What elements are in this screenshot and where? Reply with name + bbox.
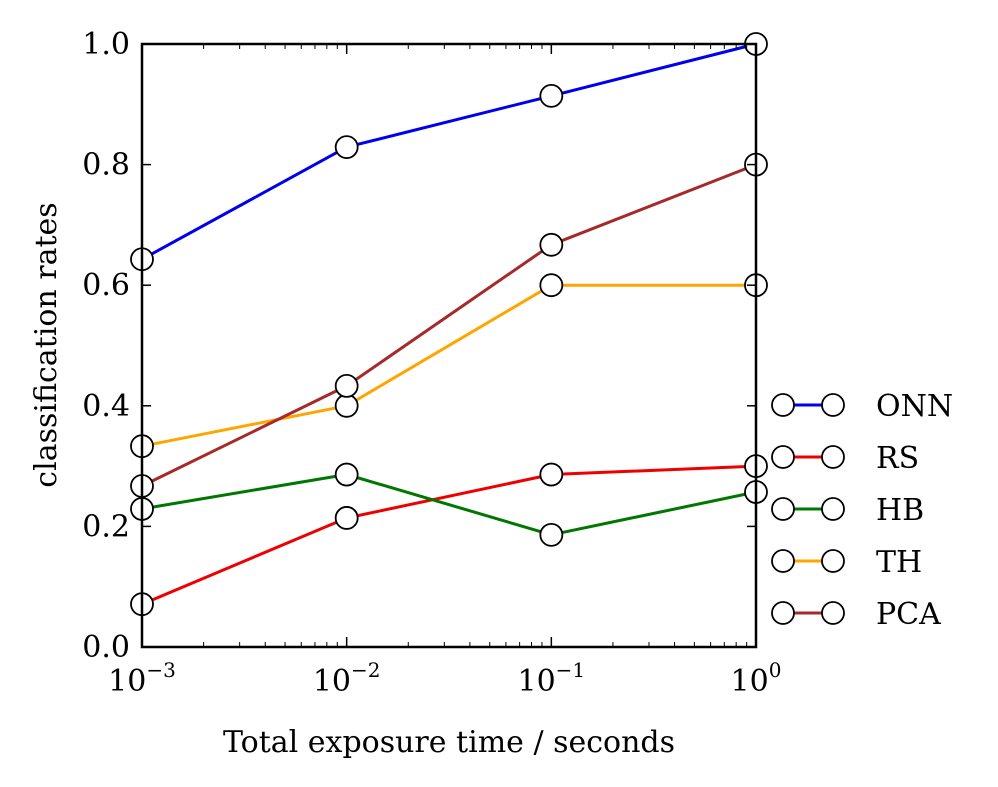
legend-marker <box>771 497 795 521</box>
legend-item-pca: PCA <box>771 597 941 632</box>
series-line-hb <box>141 473 757 537</box>
legend-marker <box>771 601 795 625</box>
legend: ONN RS HB TH PCA <box>771 389 953 632</box>
legend-marker <box>821 601 845 625</box>
legend-marker <box>771 549 795 573</box>
y-tick-label: 0.4 <box>82 389 130 424</box>
series-line-pca <box>141 163 757 488</box>
data-point-hb <box>334 462 359 487</box>
data-point-hb <box>539 522 564 547</box>
x-tick-label: 10−3 <box>108 658 176 699</box>
x-tick-exponent: −2 <box>351 658 380 682</box>
legend-label: PCA <box>876 597 941 632</box>
legend-marker <box>821 497 845 521</box>
legend-item-rs: RS <box>771 441 919 476</box>
legend-marker <box>771 445 795 469</box>
legend-marker <box>821 393 845 417</box>
y-tick-label: 1.0 <box>82 27 130 62</box>
x-tick-exponent: −3 <box>146 658 175 682</box>
x-tick-label: 10−2 <box>313 658 381 699</box>
ticks-layer: 0.00.20.40.60.81.010−3 10−2 10−1 100 <box>82 27 781 699</box>
data-point-pca <box>334 374 359 398</box>
legend-marker <box>821 549 845 573</box>
legend-marker <box>771 393 795 417</box>
x-tick-label: 100 <box>731 658 782 699</box>
x-tick-base: 10 <box>313 664 351 699</box>
y-tick-label: 0.6 <box>82 268 130 303</box>
series-line-rs <box>141 464 757 606</box>
x-tick-exponent: 0 <box>769 658 782 682</box>
data-point-th <box>539 273 564 298</box>
legend-label: HB <box>876 493 924 528</box>
series-line-th <box>141 283 756 448</box>
series-layer <box>130 32 768 617</box>
series-line-onn <box>141 42 757 261</box>
x-tick-base: 10 <box>108 664 146 699</box>
data-point-th <box>334 393 359 418</box>
x-tick-exponent: −1 <box>556 658 585 682</box>
legend-label: RS <box>876 441 919 476</box>
legend-label: ONN <box>876 389 953 424</box>
x-tick-base: 10 <box>731 664 769 699</box>
x-axis-label: Total exposure time / seconds <box>223 725 675 760</box>
data-point-rs <box>539 462 564 487</box>
legend-marker <box>821 445 845 469</box>
y-tick-label: 0.2 <box>82 509 130 544</box>
data-point-pca <box>539 232 564 257</box>
legend-item-hb: HB <box>771 493 924 528</box>
y-axis-label: classification rates <box>29 202 64 487</box>
plot-frame <box>140 42 758 649</box>
y-tick-label: 0.8 <box>82 148 130 183</box>
legend-item-onn: ONN <box>771 389 953 424</box>
legend-label: TH <box>876 545 922 580</box>
x-tick-base: 10 <box>517 664 555 699</box>
y-tick-label: 0.0 <box>82 630 130 665</box>
legend-item-th: TH <box>771 545 922 580</box>
data-point-rs <box>334 506 359 530</box>
data-point-onn <box>334 135 359 160</box>
data-point-onn <box>539 83 564 108</box>
x-tick-label: 10−1 <box>517 658 585 699</box>
